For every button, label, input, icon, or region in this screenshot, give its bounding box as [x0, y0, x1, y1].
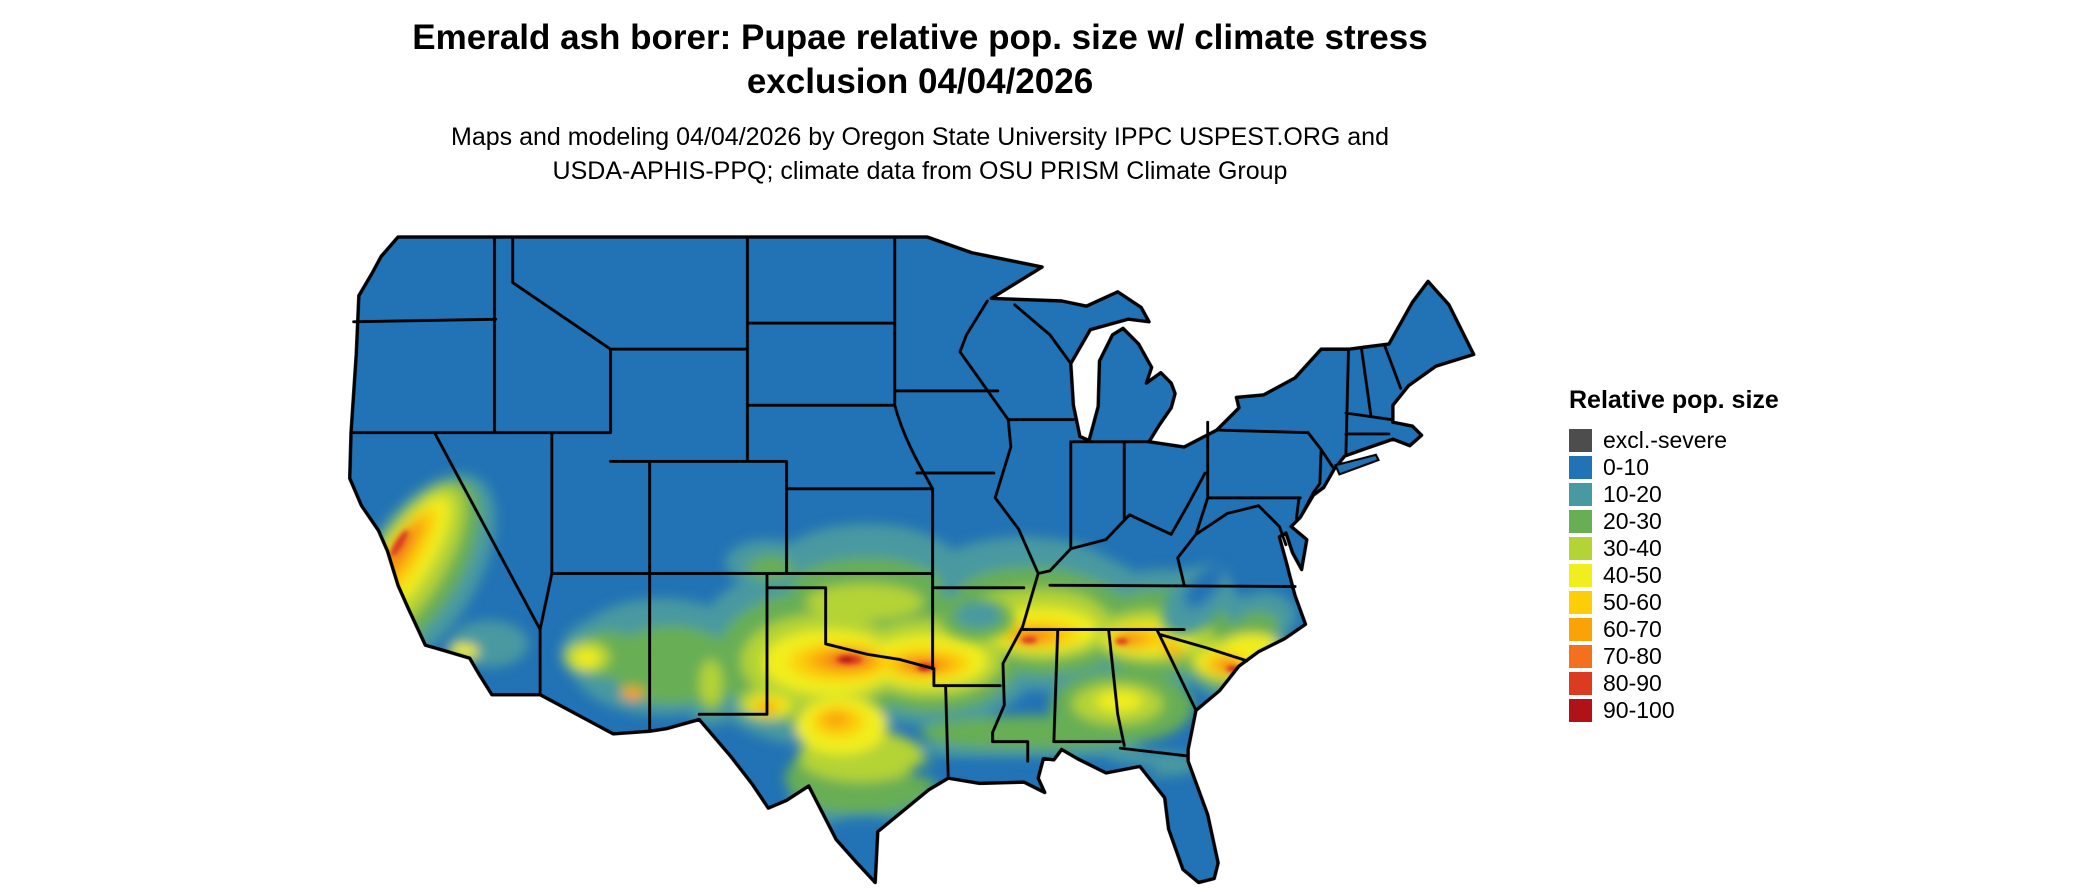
title-line-2: exclusion 04/04/2026	[746, 62, 1094, 101]
legend-entry-label: 80-90	[1603, 670, 1662, 696]
legend-entry: 20-30	[1569, 509, 1899, 533]
legend-swatch	[1569, 509, 1592, 533]
legend-entry-label: 20-30	[1603, 508, 1662, 534]
us-outline	[348, 235, 1476, 885]
legend-entry-label: excl.-severe	[1603, 427, 1727, 453]
legend-swatch	[1569, 617, 1592, 641]
legend-entry-label: 0-10	[1603, 454, 1650, 480]
legend-entry: 80-90	[1569, 671, 1899, 695]
legend-entry: 60-70	[1569, 617, 1899, 641]
page-title: Emerald ash borer: Pupae relative pop. s…	[0, 16, 1840, 104]
legend-title: Relative pop. size	[1569, 386, 1779, 414]
legend-entry: 30-40	[1569, 536, 1899, 560]
legend-swatch	[1569, 428, 1592, 452]
legend-entry-label: 60-70	[1603, 616, 1662, 642]
legend-entry: 0-10	[1569, 455, 1899, 479]
title-line-1: Emerald ash borer: Pupae relative pop. s…	[412, 18, 1428, 57]
legend-swatch	[1569, 671, 1592, 695]
legend-entry: 50-60	[1569, 590, 1899, 614]
legend-swatch	[1569, 698, 1592, 722]
legend-entry: 90-100	[1569, 698, 1899, 722]
long-island	[1334, 453, 1380, 476]
us-map-svg	[348, 235, 1476, 885]
legend-entry: 40-50	[1569, 563, 1899, 587]
legend-entry-label: 70-80	[1603, 643, 1662, 669]
legend-entry-label: 40-50	[1603, 562, 1662, 588]
legend-entry-label: 10-20	[1603, 481, 1662, 507]
legend-swatch	[1569, 455, 1592, 479]
legend-entry-label: 30-40	[1603, 535, 1662, 561]
state-borders	[349, 235, 1403, 780]
legend-entries: excl.-severe 0-10 10-20 20-30 30-40 40-50 50-6…	[1569, 428, 1899, 722]
credits-line-2: USDA-APHIS-PPQ; climate data from OSU PR…	[552, 157, 1288, 185]
map-credits: Maps and modeling 04/04/2026 by Oregon S…	[0, 120, 1840, 188]
legend-entry-label: 50-60	[1603, 589, 1662, 615]
legend-swatch	[1569, 536, 1592, 560]
legend-entry: 10-20	[1569, 482, 1899, 506]
legend-swatch	[1569, 644, 1592, 668]
credits-line-1: Maps and modeling 04/04/2026 by Oregon S…	[451, 123, 1389, 151]
legend-swatch	[1569, 590, 1592, 614]
legend: Relative pop. size excl.-severe 0-10 10-20…	[1569, 386, 1899, 725]
us-map	[318, 224, 1508, 889]
legend-swatch	[1569, 563, 1592, 587]
legend-entry: excl.-severe	[1569, 428, 1899, 452]
legend-entry-label: 90-100	[1603, 697, 1675, 723]
legend-entry: 70-80	[1569, 644, 1899, 668]
legend-swatch	[1569, 482, 1592, 506]
